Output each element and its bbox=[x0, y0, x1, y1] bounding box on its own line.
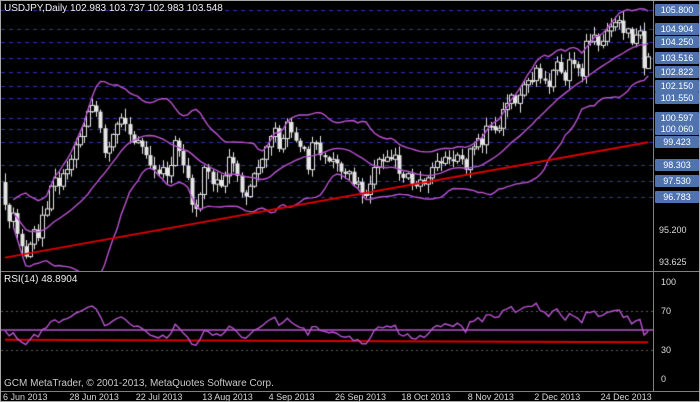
date-axis-label: 4 Sep 2013 bbox=[268, 392, 315, 402]
price-level-badge: 105.800 bbox=[655, 4, 699, 17]
price-level-badge: 97.530 bbox=[655, 175, 699, 188]
price-level-badge: 103.516 bbox=[655, 51, 699, 64]
price-level-badge: 104.904 bbox=[655, 22, 699, 35]
rsi-chart-canvas[interactable] bbox=[1, 272, 653, 391]
price-axis[interactable]: 105.800 104.904 104.250 103.516 102.822 102.1… bbox=[654, 1, 699, 401]
symbol-ohlc-title: USDJPY,Daily 102.983 103.737 102.983 103… bbox=[4, 3, 223, 14]
price-level-badge: 98.303 bbox=[655, 159, 699, 172]
pane-separator-rsi-dates bbox=[1, 391, 699, 392]
price-level-badge: 102.150 bbox=[655, 79, 699, 92]
price-chart-canvas[interactable] bbox=[1, 1, 653, 271]
date-axis-label: 6 Jun 2013 bbox=[3, 392, 48, 402]
price-level-badge: 101.550 bbox=[655, 92, 699, 105]
axis-separator bbox=[653, 1, 654, 391]
date-axis-label: 24 Dec 2013 bbox=[600, 392, 652, 402]
price-axis-tick-label: 93.625 bbox=[659, 257, 687, 268]
date-axis-label: 13 Aug 2013 bbox=[202, 392, 253, 402]
copyright-watermark: GCM MetaTrader, © 2001-2013, MetaQuotes … bbox=[4, 378, 274, 389]
price-level-badge: 100.060 bbox=[655, 123, 699, 136]
date-axis[interactable]: 6 Jun 2013 28 Jun 2013 22 Jul 2013 13 Aug 2… bbox=[1, 392, 653, 402]
price-level-badge: 99.423 bbox=[655, 136, 699, 149]
price-level-badge: 102.822 bbox=[655, 65, 699, 78]
rsi-axis-tick-label: 70 bbox=[661, 306, 672, 317]
price-level-badge: 100.597 bbox=[655, 111, 699, 124]
price-level-badge: 96.783 bbox=[655, 190, 699, 203]
rsi-axis-tick-label: 100 bbox=[661, 276, 677, 287]
date-axis-label: 28 Jun 2013 bbox=[69, 392, 119, 402]
date-axis-label: 8 Nov 2013 bbox=[467, 392, 514, 402]
date-axis-label: 2 Dec 2013 bbox=[534, 392, 581, 402]
rsi-indicator-label: RSI(14) 48.8904 bbox=[4, 274, 78, 285]
price-level-badge: 104.250 bbox=[655, 36, 699, 49]
date-axis-label: 22 Jul 2013 bbox=[135, 392, 183, 402]
price-axis-tick-label: 95.200 bbox=[659, 224, 687, 235]
date-axis-label: 18 Oct 2013 bbox=[401, 392, 451, 402]
rsi-axis-tick-label: 0 bbox=[661, 374, 667, 385]
rsi-axis-tick-label: 30 bbox=[661, 345, 672, 356]
pane-separator-main-rsi[interactable] bbox=[1, 271, 699, 272]
date-axis-label: 26 Sep 2013 bbox=[335, 392, 387, 402]
